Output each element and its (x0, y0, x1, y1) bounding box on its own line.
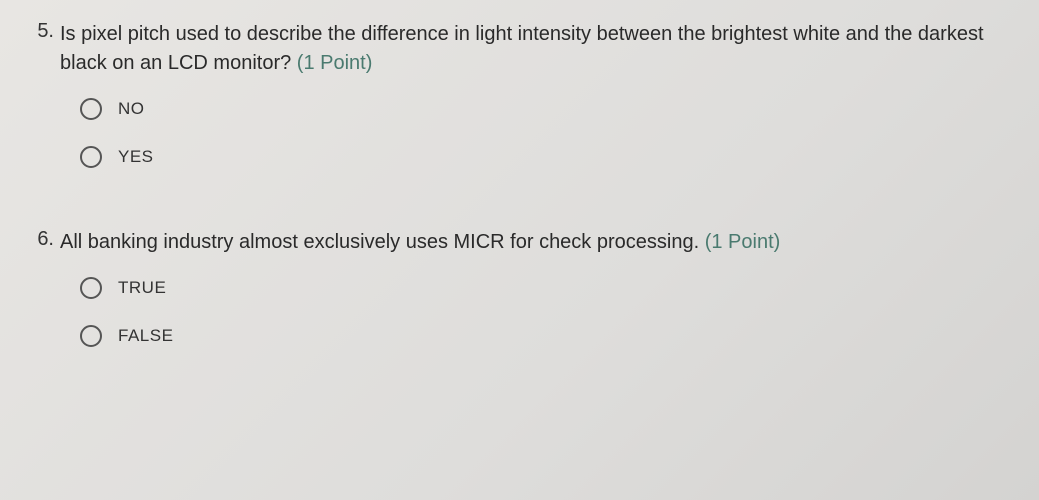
option-q6-false-label: FALSE (118, 326, 173, 346)
radio-icon[interactable] (80, 98, 102, 120)
option-q5-yes-label: YES (118, 147, 154, 167)
question-5-body: Is pixel pitch used to describe the diff… (60, 23, 984, 74)
option-q6-false[interactable]: FALSE (80, 325, 1009, 347)
radio-icon[interactable] (80, 146, 102, 168)
question-6-number: 6. (30, 228, 54, 251)
radio-icon[interactable] (80, 277, 102, 299)
question-5-options: NO YES (30, 98, 1009, 168)
question-6-header: 6. All banking industry almost exclusive… (30, 228, 1009, 257)
option-q5-yes[interactable]: YES (80, 146, 1009, 168)
question-6-body: All banking industry almost exclusively … (60, 231, 699, 253)
option-q6-true-label: TRUE (118, 278, 166, 298)
option-q6-true[interactable]: TRUE (80, 277, 1009, 299)
question-5-number: 5. (30, 20, 54, 43)
question-6: 6. All banking industry almost exclusive… (30, 228, 1009, 347)
question-5-points: (1 Point) (297, 52, 373, 74)
question-6-options: TRUE FALSE (30, 277, 1009, 347)
question-5-header: 5. Is pixel pitch used to describe the d… (30, 20, 1009, 78)
radio-icon[interactable] (80, 325, 102, 347)
question-6-text: All banking industry almost exclusively … (60, 228, 1009, 257)
question-5: 5. Is pixel pitch used to describe the d… (30, 20, 1009, 168)
question-5-text: Is pixel pitch used to describe the diff… (60, 20, 1009, 78)
question-6-points: (1 Point) (705, 231, 781, 253)
option-q5-no-label: NO (118, 99, 145, 119)
option-q5-no[interactable]: NO (80, 98, 1009, 120)
